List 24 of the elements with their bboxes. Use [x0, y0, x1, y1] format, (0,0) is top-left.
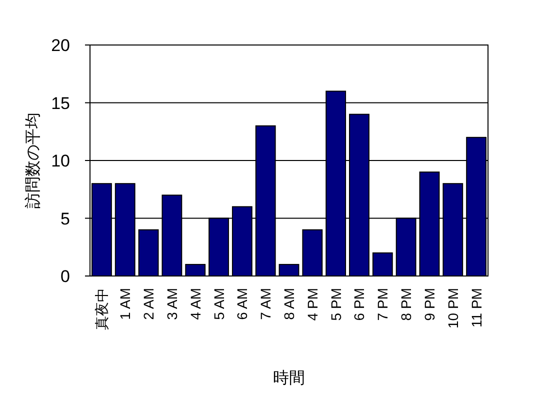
- x-tick-label: 7 AM: [258, 288, 274, 320]
- x-tick-label: 7 PM: [374, 288, 391, 321]
- y-tick-label: 10: [51, 152, 70, 170]
- x-tick-label: 3 AM: [164, 288, 180, 320]
- x-tick-label: 真夜中: [94, 288, 110, 330]
- x-tick-label: 11 PM: [468, 288, 484, 328]
- x-tick-label: 1 AM: [117, 288, 134, 320]
- x-tick-label: 2 AM: [140, 288, 157, 320]
- y-tick-label: 5: [60, 209, 70, 228]
- x-tick-label: 5 AM: [210, 288, 227, 320]
- x-axis-title: 時間: [273, 369, 305, 387]
- x-tick-label: 8 AM: [281, 288, 297, 320]
- x-tick-label: 6 PM: [351, 288, 368, 321]
- y-tick-label: 15: [51, 94, 70, 113]
- x-tick-label: 4 PM: [304, 288, 320, 321]
- x-tick-label: 4 AM: [187, 288, 204, 320]
- y-tick-label: 0: [60, 267, 70, 286]
- x-tick-label: 5 PM: [328, 288, 344, 321]
- x-tick-label: 9 PM: [421, 288, 438, 321]
- x-tick-label: 10 PM: [444, 288, 461, 328]
- y-axis-title: 訪問数の平均: [24, 112, 42, 208]
- x-tick-label: 6 AM: [234, 288, 250, 320]
- y-tick-label: 20: [51, 36, 70, 55]
- x-tick-label: 8 PM: [398, 288, 414, 321]
